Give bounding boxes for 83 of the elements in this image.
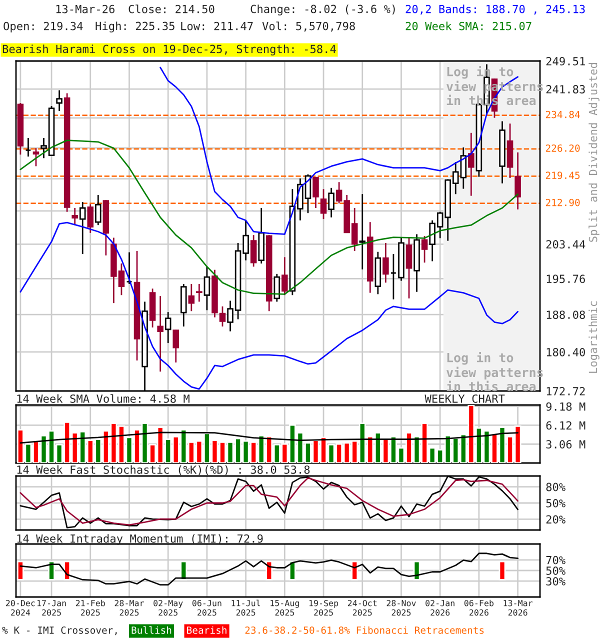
y-tick-label: 20% bbox=[546, 515, 566, 524]
y-tick-label: 203.44 bbox=[546, 240, 586, 249]
ref-line-label: 212.90 bbox=[546, 198, 580, 206]
x-tick-label: 06-Jun 2025 bbox=[192, 600, 222, 616]
candlestick bbox=[126, 252, 132, 285]
candlestick bbox=[79, 201, 86, 255]
text: Low: 211.47 bbox=[181, 22, 253, 30]
y-tick-label: 249.51 bbox=[546, 57, 585, 66]
candlestick bbox=[204, 266, 210, 311]
x-tick-label: 17-Jan 2025 bbox=[37, 600, 66, 616]
candlestick bbox=[95, 194, 102, 226]
candlestick bbox=[312, 176, 319, 209]
chart-title: 14 Week Fast Stochastic (%K)(%D) : 38.0 53.8 bbox=[17, 465, 310, 476]
text: Logarithmic bbox=[588, 301, 600, 373]
chart-title: 14 Week SMA Volume: 4.58 M bbox=[17, 394, 190, 403]
candlestick bbox=[56, 90, 62, 112]
text: Split and Dividend Adjusted bbox=[588, 63, 600, 242]
y-tick-label: 50% bbox=[546, 499, 566, 508]
ref-line-label: 219.45 bbox=[546, 172, 580, 180]
candlestick bbox=[274, 273, 280, 302]
candlestick bbox=[32, 148, 40, 167]
text: Bullish bbox=[132, 626, 172, 634]
x-tick-label: 19-Sep 2025 bbox=[309, 600, 338, 616]
y-tick-label: 172.72 bbox=[546, 387, 585, 396]
candlestick bbox=[320, 188, 327, 220]
text: WEEKLY CHART bbox=[424, 394, 505, 403]
line-series bbox=[20, 552, 518, 586]
candlestick bbox=[188, 283, 195, 312]
y-tick-label: 30% bbox=[546, 577, 566, 586]
legend-title: % K - IMI Crossover, bbox=[2, 626, 117, 636]
text: 13-Mar-26 bbox=[56, 4, 114, 14]
candlestick bbox=[196, 283, 202, 302]
candlestick bbox=[25, 137, 32, 158]
x-tick-label: 11-Jul 2025 bbox=[232, 600, 260, 616]
y-tick-label: 50% bbox=[546, 566, 566, 575]
y-tick-label: 188.08 bbox=[546, 310, 585, 319]
x-tick-label: 20-Dec 2024 bbox=[6, 600, 35, 616]
ref-line-label: 226.20 bbox=[546, 144, 580, 152]
candlestick bbox=[406, 237, 412, 300]
text: Bearish Harami Cross on 19-Dec-25, Strength: -58.4 bbox=[2, 44, 336, 56]
candlestick bbox=[164, 311, 172, 344]
candlestick bbox=[390, 253, 397, 300]
x-tick-label: 02-May 2025 bbox=[154, 600, 183, 616]
candlestick bbox=[87, 204, 94, 234]
candlestick bbox=[250, 234, 257, 268]
text: 23.6-38.2-50-61.8% Fibonacci Retracements bbox=[245, 626, 484, 634]
y-tick-label: 70% bbox=[546, 556, 566, 564]
candlestick bbox=[72, 207, 78, 226]
y-tick-label: 80% bbox=[546, 482, 566, 492]
y-tick-label: 9.18 M bbox=[546, 402, 586, 411]
text: 20 Week SMA: 215.07 bbox=[406, 22, 532, 30]
x-tick-label: 28-Nov 2025 bbox=[386, 600, 416, 616]
x-tick-label: 21-Feb 2025 bbox=[76, 600, 105, 616]
x-tick-label: 06-Feb 2026 bbox=[464, 600, 494, 616]
text: Bearish bbox=[187, 626, 226, 634]
x-tick-label: 13-Mar 2026 bbox=[504, 600, 533, 616]
text: Open: 219.34 bbox=[4, 22, 83, 32]
chart-title: 14 Week Intraday Momentum (IMI): 72.9 bbox=[17, 534, 263, 545]
text: Change: -8.02 (-3.6 %) bbox=[250, 4, 395, 16]
text: High: 225.35 bbox=[96, 22, 174, 32]
y-tick-label: 3.06 M bbox=[546, 440, 586, 449]
text: Vol: 5,570,798 bbox=[262, 22, 355, 32]
line-series bbox=[20, 432, 518, 444]
candlestick bbox=[359, 193, 366, 270]
candlestick bbox=[172, 329, 179, 364]
y-tick-label: 241.83 bbox=[546, 85, 585, 94]
x-tick-label: 24-Oct 2025 bbox=[348, 600, 377, 616]
text: Close: 214.50 bbox=[128, 4, 214, 14]
y-tick-label: 180.40 bbox=[546, 348, 585, 356]
candlestick bbox=[282, 256, 288, 296]
candlestick bbox=[421, 235, 428, 264]
y-tick-label: 6.12 M bbox=[546, 421, 586, 430]
x-tick-label: 15-Aug 2025 bbox=[270, 600, 299, 616]
candlestick bbox=[382, 242, 389, 284]
candlestick bbox=[468, 132, 474, 196]
text: 20,2 Bands: 188.70 , 245.13 bbox=[406, 4, 585, 15]
y-tick-label: 195.76 bbox=[546, 274, 585, 284]
candlestick bbox=[514, 152, 521, 210]
candlestick bbox=[157, 295, 164, 372]
ref-line-label: 234.84 bbox=[546, 110, 580, 118]
x-tick-label: 28-Mar 2025 bbox=[114, 600, 144, 616]
x-tick-label: 02-Jan 2026 bbox=[426, 600, 454, 616]
candlestick bbox=[328, 187, 334, 218]
